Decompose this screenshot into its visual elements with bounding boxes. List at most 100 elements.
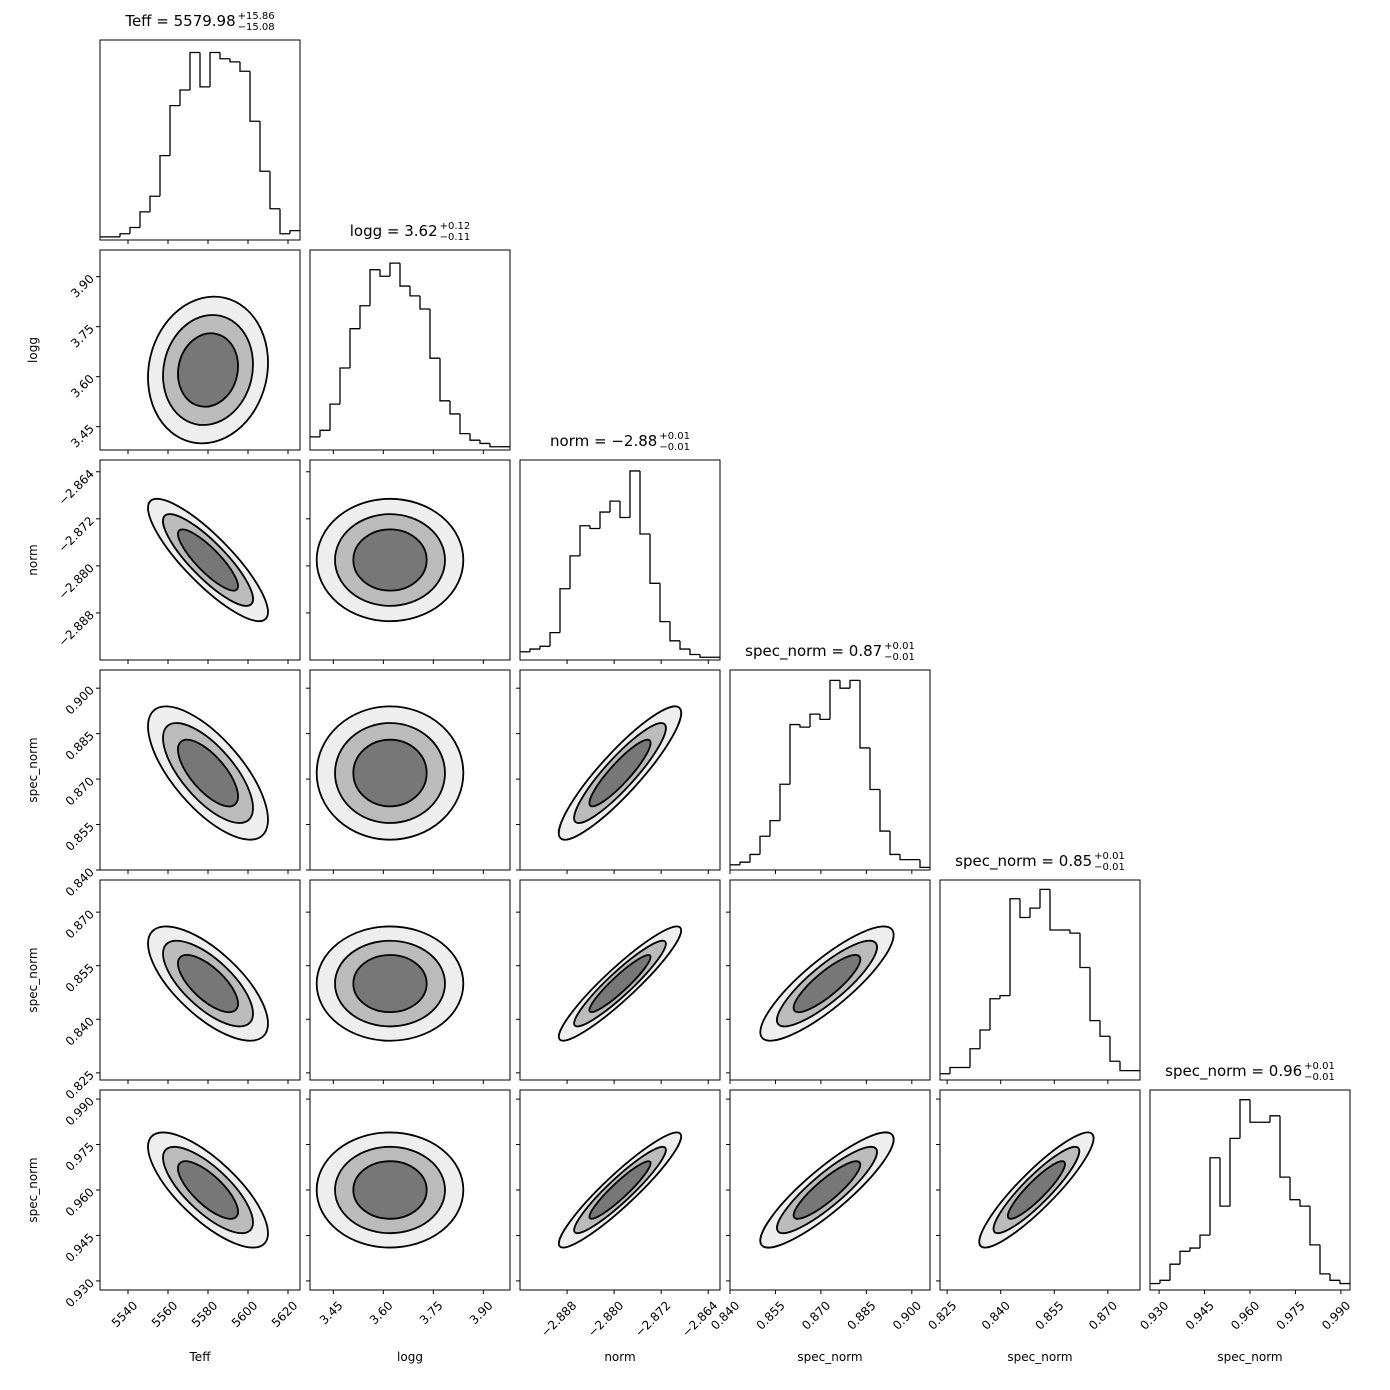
contour xyxy=(352,528,428,592)
y-tick-label: 0.945 xyxy=(63,1231,97,1265)
histogram-step xyxy=(1039,888,1050,909)
x-tick-label: 3.45 xyxy=(317,1298,346,1327)
title-superscript: +0.01 xyxy=(1094,851,1125,862)
y-axis-label: spec_norm xyxy=(26,947,40,1012)
panel-frame xyxy=(519,459,721,661)
histogram-step xyxy=(289,229,300,234)
contour xyxy=(177,528,239,592)
title-subscript: −0.01 xyxy=(659,442,690,453)
x-tick-label: 5600 xyxy=(229,1298,260,1329)
title-superscript: +0.12 xyxy=(440,221,471,232)
histogram-step xyxy=(1199,1234,1210,1249)
histogram-step xyxy=(789,723,800,785)
panel-title: Teff = 5579.98 xyxy=(124,12,235,30)
contour xyxy=(352,1160,428,1220)
title-subscript: −0.01 xyxy=(1304,1072,1335,1083)
x-tick-label: 0.825 xyxy=(925,1298,959,1332)
panel-frame xyxy=(99,1089,301,1291)
histogram-step xyxy=(229,58,240,63)
histogram-step xyxy=(599,511,610,529)
contour xyxy=(177,738,239,808)
y-tick-label: 0.885 xyxy=(63,729,97,763)
y-tick-label: 0.855 xyxy=(63,820,97,854)
histogram-step xyxy=(809,713,820,728)
histogram-step xyxy=(129,226,140,234)
x-tick-label: 0.870 xyxy=(799,1298,833,1332)
y-tick-label: 0.855 xyxy=(63,961,97,995)
histogram-step xyxy=(249,71,260,122)
histogram-step xyxy=(439,358,450,402)
x-tick-label: 0.960 xyxy=(1228,1298,1262,1332)
x-tick-label: 0.855 xyxy=(1032,1298,1066,1332)
histogram-step xyxy=(969,1048,980,1068)
x-tick-label: 0.900 xyxy=(890,1298,924,1332)
x-axis-label: Teff xyxy=(189,1350,212,1364)
x-tick-label: 0.990 xyxy=(1319,1298,1353,1332)
title-superscript: +15.86 xyxy=(238,11,275,22)
histogram-step xyxy=(479,440,490,445)
x-tick-label: −2.872 xyxy=(632,1298,673,1339)
title-subscript: −0.01 xyxy=(884,652,915,663)
x-axis-label: spec_norm xyxy=(1217,1350,1282,1364)
histogram-step xyxy=(919,859,930,869)
y-tick-label: 3.60 xyxy=(68,372,97,401)
x-tick-label: 0.885 xyxy=(845,1298,879,1332)
contour xyxy=(588,1160,652,1220)
histogram-step xyxy=(579,525,590,556)
contour xyxy=(588,738,652,808)
histogram-step xyxy=(139,211,150,228)
histogram-step xyxy=(1239,1099,1250,1139)
panel-frame xyxy=(99,459,301,661)
histogram-step xyxy=(469,433,480,441)
histogram-step xyxy=(1189,1247,1200,1252)
x-tick-label: 5560 xyxy=(149,1298,180,1329)
histogram-step xyxy=(829,679,840,720)
histogram-step xyxy=(1029,907,1040,918)
panel-title: logg = 3.62 xyxy=(350,222,438,240)
y-tick-label: 0.825 xyxy=(63,1068,97,1102)
title-superscript: +0.01 xyxy=(1304,1061,1335,1072)
histogram-step xyxy=(1079,933,1090,969)
x-tick-label: 0.870 xyxy=(1086,1298,1120,1332)
histogram-step xyxy=(859,680,870,749)
x-tick-label: 5580 xyxy=(189,1298,220,1329)
histogram-step xyxy=(419,295,430,310)
panel-title: spec_norm = 0.85 xyxy=(955,852,1092,871)
histogram-step xyxy=(259,121,270,172)
panel-frame xyxy=(519,1089,721,1291)
y-tick-label: 0.990 xyxy=(63,1094,97,1128)
x-tick-label: 3.90 xyxy=(467,1298,496,1327)
histogram-step xyxy=(629,470,640,518)
x-tick-label: 0.945 xyxy=(1183,1298,1217,1332)
panel-frame xyxy=(939,879,1141,1081)
panel-frame xyxy=(729,1089,931,1291)
histogram-step xyxy=(559,588,570,633)
title-subscript: −15.08 xyxy=(238,22,275,33)
panel-frame xyxy=(729,879,931,1081)
histogram-step xyxy=(699,654,710,658)
histogram-step xyxy=(739,861,750,865)
histogram-step xyxy=(189,51,200,90)
histogram-step xyxy=(769,819,780,837)
y-tick-label: 0.870 xyxy=(63,907,97,941)
y-tick-label: −2.872 xyxy=(56,514,97,555)
histogram-step xyxy=(179,89,190,106)
panel-frame xyxy=(99,249,301,451)
histogram-step xyxy=(1009,898,1020,996)
y-tick-label: 0.840 xyxy=(63,865,97,899)
histogram-step xyxy=(1339,1280,1350,1285)
histogram-step xyxy=(689,649,700,656)
histogram-step xyxy=(759,835,770,855)
histogram-step xyxy=(319,429,330,437)
y-tick-label: 0.840 xyxy=(63,1014,97,1048)
histogram-step xyxy=(219,52,230,60)
y-tick-label: 3.45 xyxy=(68,422,97,451)
histogram-step xyxy=(539,645,550,650)
histogram-step xyxy=(459,413,470,435)
y-axis-label: spec_norm xyxy=(26,1157,40,1222)
x-tick-label: 3.60 xyxy=(367,1298,396,1327)
histogram-step xyxy=(659,583,670,623)
panel-frame xyxy=(99,669,301,871)
histogram-step xyxy=(1209,1157,1220,1236)
